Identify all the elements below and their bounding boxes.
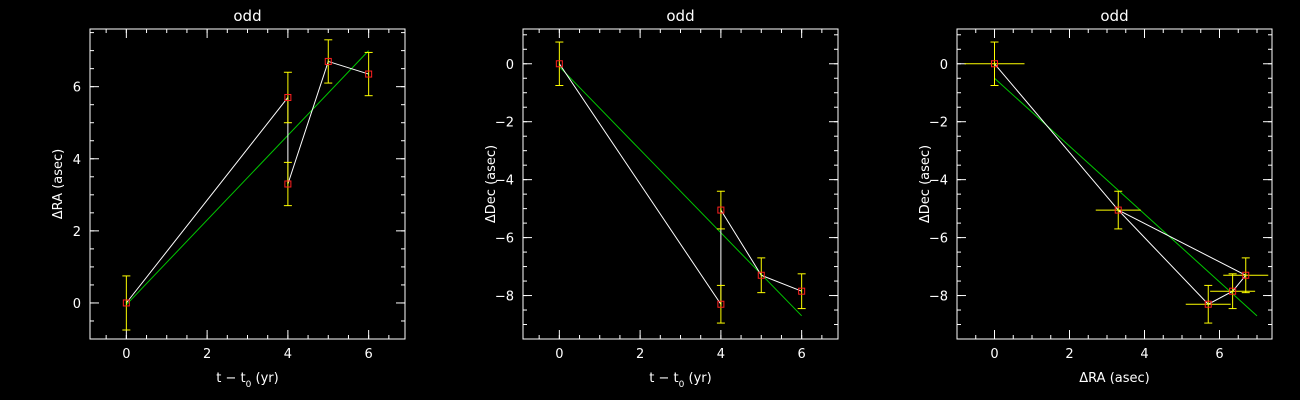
x-tick-label: 6 — [365, 347, 373, 362]
y-tick-label: 4 — [73, 153, 81, 168]
x-tick-label: 6 — [798, 347, 806, 362]
x-tick-label: 0 — [122, 347, 130, 362]
y-tick-label: −6 — [495, 232, 514, 247]
data-point-2 — [284, 93, 292, 101]
x-axis-label-unit: (yr) — [684, 371, 711, 386]
fit-line — [994, 77, 1258, 317]
x-tick-label: 2 — [636, 347, 644, 362]
chart-title: odd — [666, 7, 694, 25]
data-point-3 — [284, 180, 292, 188]
x-axis-label-unit: (yr) — [251, 371, 278, 386]
y-tick-label: −8 — [495, 290, 514, 305]
x-tick-label: 2 — [1065, 347, 1073, 362]
chart-title: odd — [233, 7, 261, 25]
axes-frame — [956, 28, 1273, 340]
y-axis-label: ΔDec (asec) — [484, 145, 499, 223]
data-point-4 — [757, 271, 765, 279]
data-point-1 — [122, 299, 130, 307]
data-point-2 — [717, 300, 725, 308]
x-axis-label-main: t − t — [649, 371, 678, 386]
data-point-1 — [991, 60, 998, 68]
data-point-5 — [1242, 271, 1250, 279]
fit-line — [125, 50, 370, 306]
data-point-1 — [555, 60, 563, 68]
fit-line — [558, 66, 803, 317]
x-tick-label: 4 — [717, 347, 725, 362]
data-point-5 — [365, 70, 373, 78]
y-tick-label: −2 — [495, 116, 514, 131]
x-tick-label: 0 — [555, 347, 563, 362]
data-connector-line — [994, 63, 1247, 305]
data-point-3 — [717, 206, 725, 214]
x-tick-label: 4 — [1140, 347, 1148, 362]
data-point-3 — [1204, 300, 1212, 308]
y-tick-label: −2 — [929, 116, 948, 131]
x-axis-label-subscript: 0 — [679, 380, 685, 390]
y-tick-label: 0 — [506, 58, 514, 73]
data-point-4 — [324, 57, 332, 65]
chart-panel-3: odd 0 2 4 6 0 −2 −4 −6 −8 ΔRA (asec) ΔDec (asec) — [918, 7, 1273, 386]
axes-frame — [89, 28, 406, 340]
y-tick-label: −6 — [929, 232, 948, 247]
y-tick-label: −4 — [495, 174, 514, 189]
data-point-2 — [1114, 206, 1122, 214]
y-tick-label: 0 — [940, 58, 948, 73]
y-tick-label: 2 — [73, 225, 81, 240]
x-axis-label: ΔRA (asec) — [1079, 371, 1149, 386]
x-tick-label: 4 — [284, 347, 292, 362]
x-axis-label: t − t0 (yr) — [649, 371, 711, 390]
x-axis-label-main: ΔRA (asec) — [1079, 371, 1149, 386]
x-tick-label: 2 — [203, 347, 211, 362]
y-tick-label: 6 — [73, 81, 81, 96]
y-tick-label: −4 — [929, 174, 948, 189]
y-tick-label: 0 — [73, 297, 81, 312]
y-axis-label: ΔRA (asec) — [51, 149, 66, 219]
y-axis-label: ΔDec (asec) — [918, 145, 933, 223]
x-tick-label: 6 — [1215, 347, 1223, 362]
x-tick-label: 0 — [990, 347, 998, 362]
x-axis-label-subscript: 0 — [246, 380, 252, 390]
chart-title: odd — [1100, 7, 1128, 25]
data-connector-line — [558, 63, 802, 306]
axes-frame — [522, 28, 839, 340]
x-axis-label-main: t − t — [216, 371, 245, 386]
y-tick-label: −8 — [929, 290, 948, 305]
x-axis-label: t − t0 (yr) — [216, 371, 278, 390]
data-point-4 — [1229, 287, 1237, 295]
data-point-5 — [798, 287, 806, 295]
